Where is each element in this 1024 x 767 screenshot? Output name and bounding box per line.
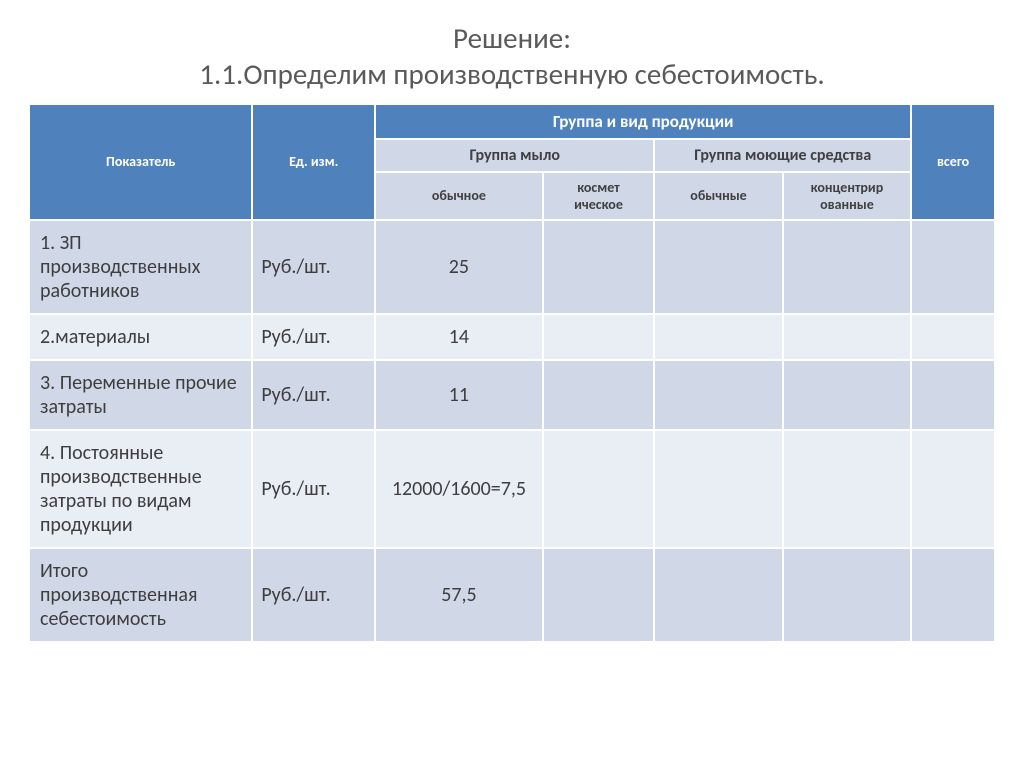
cell-total [911,548,995,642]
cell-indicator: 2.материалы [29,314,252,360]
table-row: 2.материалыРуб./шт.14 [29,314,995,360]
cell-soap-ordinary: 12000/1600=7,5 [375,430,543,548]
cell-det-concentrated [783,360,911,430]
cell-unit: Руб./шт. [252,430,375,548]
cell-indicator: 4. Постоянные производственные затраты п… [29,430,252,548]
cell-soap-ordinary: 57,5 [375,548,543,642]
cell-det-concentrated [783,548,911,642]
col-group-title: Группа и вид продукции [375,104,911,139]
cell-unit: Руб./шт. [252,314,375,360]
cell-total [911,314,995,360]
title-line-1: Решение: [453,20,571,56]
cell-unit: Руб./шт. [252,360,375,430]
cell-soap-ordinary: 25 [375,220,543,314]
table-row: Итого производственная себестоимостьРуб.… [29,548,995,642]
cell-unit: Руб./шт. [252,548,375,642]
cell-total [911,220,995,314]
table-header: Показатель Ед. изм. Группа и вид продукц… [29,104,995,220]
cell-soap-cosmetic [543,548,655,642]
col-indicator: Показатель [29,104,252,220]
slide-title: Решение: 1.1.Определим производственную … [28,20,996,93]
cell-soap-cosmetic [543,430,655,548]
cell-det-concentrated [783,430,911,548]
table-row: 4. Постоянные производственные затраты п… [29,430,995,548]
col-soap-cosmetic: космет ическое [543,172,655,220]
col-total: всего [911,104,995,220]
cell-indicator: Итого производственная себестоимость [29,548,252,642]
col-det-ordinary: обычные [654,172,782,220]
cell-det-ordinary [654,430,782,548]
cell-soap-cosmetic [543,220,655,314]
table-row: 3. Переменные прочие затратыРуб./шт.11 [29,360,995,430]
col-detergent-group: Группа моющие средства [654,139,911,172]
cell-soap-cosmetic [543,360,655,430]
cell-unit: Руб./шт. [252,220,375,314]
col-det-concentrated: концентрир ованные [783,172,911,220]
cell-det-concentrated [783,314,911,360]
cell-det-ordinary [654,220,782,314]
cell-soap-ordinary: 11 [375,360,543,430]
cost-table: Показатель Ед. изм. Группа и вид продукц… [28,103,996,643]
table-row: 1. ЗП производственных работниковРуб./шт… [29,220,995,314]
cell-det-ordinary [654,360,782,430]
cell-soap-cosmetic [543,314,655,360]
col-soap-ordinary: обычное [375,172,543,220]
cell-indicator: 3. Переменные прочие затраты [29,360,252,430]
cell-det-ordinary [654,314,782,360]
cell-det-ordinary [654,548,782,642]
cell-det-concentrated [783,220,911,314]
col-soap-group: Группа мыло [375,139,654,172]
cell-soap-ordinary: 14 [375,314,543,360]
cell-total [911,430,995,548]
cell-total [911,360,995,430]
table-body: 1. ЗП производственных работниковРуб./шт… [29,220,995,642]
cell-indicator: 1. ЗП производственных работников [29,220,252,314]
col-unit: Ед. изм. [252,104,375,220]
title-line-2: 1.1.Определим производственную себестоим… [199,56,824,92]
